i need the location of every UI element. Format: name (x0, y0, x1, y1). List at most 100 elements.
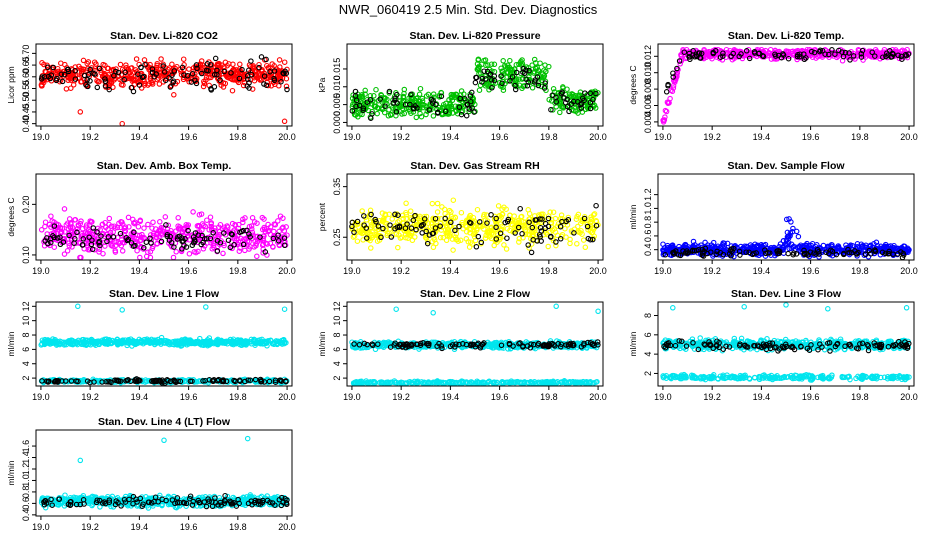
y-axis-label: ml/min (628, 204, 638, 229)
data-point (123, 62, 129, 68)
data-point (162, 77, 169, 84)
y-axis-label: degrees C (628, 65, 638, 104)
x-tick-label: 19.6 (802, 266, 820, 276)
data-point (525, 207, 531, 213)
data-point (236, 75, 243, 82)
data-point (473, 244, 480, 250)
x-tick-label: 19.6 (180, 132, 198, 142)
data-point (66, 75, 72, 81)
data-point (41, 61, 47, 68)
data-point (507, 57, 513, 64)
x-tick-label: 19.4 (442, 132, 460, 142)
data-point (204, 61, 211, 67)
data-point (84, 67, 90, 73)
data-point (61, 206, 68, 212)
data-point (170, 78, 177, 84)
data-series (38, 206, 290, 261)
data-point (105, 65, 112, 72)
y-tick-label: 8 (21, 333, 31, 338)
y-tick-label: 0.55 (21, 80, 31, 98)
data-point (41, 74, 48, 80)
data-point (146, 80, 152, 87)
x-tick-label: 19.4 (131, 392, 149, 402)
data-point (214, 62, 221, 69)
x-tick-label: 19.8 (851, 266, 869, 276)
data-point (158, 56, 164, 62)
data-point (190, 209, 196, 215)
data-point (186, 66, 192, 72)
x-tick-label: 20.0 (278, 132, 296, 142)
data-point (238, 75, 245, 82)
data-point (281, 118, 288, 125)
data-point (80, 57, 87, 64)
data-point (500, 58, 506, 64)
data-point (194, 65, 200, 72)
y-axis-label: percent (317, 202, 327, 231)
data-point (458, 209, 465, 216)
data-point (271, 63, 277, 69)
data-point (58, 71, 65, 78)
y-tick-label: 0.40 (21, 115, 31, 133)
x-tick-label: 20.0 (900, 132, 918, 142)
data-point (75, 303, 81, 310)
data-point (257, 77, 263, 83)
y-tick-label: 0.70 (21, 45, 31, 63)
data-point (193, 62, 200, 68)
data-point (39, 74, 45, 80)
data-point (184, 72, 191, 79)
data-point (368, 245, 374, 251)
data-point (254, 253, 260, 260)
data-point (395, 244, 401, 251)
x-tick-label: 19.2 (392, 266, 410, 276)
data-point (212, 55, 219, 62)
data-point (147, 61, 153, 68)
x-tick-label: 19.4 (442, 266, 460, 276)
data-point (278, 78, 284, 85)
data-point (263, 56, 269, 63)
x-tick-label: 19.2 (392, 132, 410, 142)
y-tick-label: 0.35 (332, 178, 342, 196)
data-point (136, 82, 143, 88)
data-point (785, 250, 791, 257)
data-point (373, 86, 379, 93)
data-point (820, 242, 827, 249)
data-point (702, 239, 708, 246)
data-point (224, 62, 230, 69)
data-point (284, 86, 290, 93)
x-tick-label: 19.2 (703, 132, 721, 142)
data-point (85, 59, 92, 65)
panel-title: Stan. Dev. Li-820 Temp. (728, 30, 844, 42)
data-point (102, 83, 109, 89)
data-point (434, 209, 441, 215)
data-point (229, 87, 236, 94)
data-point (474, 206, 481, 213)
data-point (51, 244, 58, 250)
data-point (113, 68, 119, 75)
data-point (582, 244, 589, 251)
data-point (48, 72, 55, 78)
y-tick-label: 0.60 (21, 68, 31, 86)
data-point (203, 304, 209, 310)
data-point (495, 203, 502, 209)
data-point (118, 81, 125, 88)
data-point (441, 206, 448, 213)
data-point (207, 62, 214, 68)
data-point (179, 64, 186, 71)
y-axis-label: ml/min (6, 331, 16, 356)
y-tick-label: 6 (21, 347, 31, 352)
data-point (96, 65, 103, 72)
data-point (161, 69, 168, 75)
data-point (133, 56, 140, 62)
data-point (359, 208, 365, 214)
data-point (200, 83, 207, 90)
data-point (248, 58, 254, 64)
data-point (246, 80, 252, 86)
data-point (83, 82, 89, 88)
data-point (92, 71, 98, 77)
x-tick-label: 19.4 (131, 266, 149, 276)
y-tick-label: 0.25 (332, 228, 342, 246)
data-point (150, 219, 156, 226)
data-point (186, 79, 192, 85)
x-tick-label: 19.6 (491, 266, 509, 276)
